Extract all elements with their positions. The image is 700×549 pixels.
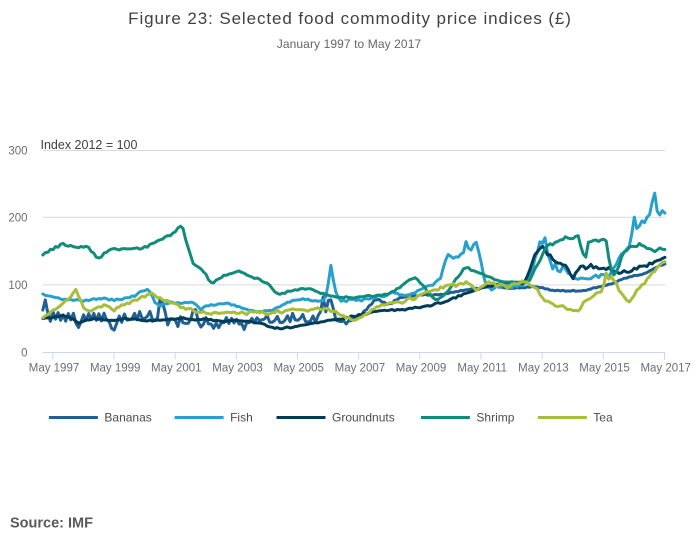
svg-text:Shrimp: Shrimp [476,411,514,425]
svg-text:May 2005: May 2005 [273,363,324,375]
svg-text:200: 200 [8,212,27,224]
svg-text:May 2013: May 2013 [518,363,569,375]
svg-text:May 2001: May 2001 [151,363,202,375]
svg-text:Tea: Tea [593,411,613,425]
svg-text:May 2009: May 2009 [396,363,447,375]
svg-text:0: 0 [21,348,27,360]
svg-text:Index 2012 = 100: Index 2012 = 100 [41,138,138,152]
svg-text:May 2003: May 2003 [212,363,263,375]
svg-text:May 2017: May 2017 [640,363,691,375]
svg-text:Bananas: Bananas [104,411,151,425]
svg-text:May 1997: May 1997 [29,363,80,375]
svg-text:Groundnuts: Groundnuts [332,411,395,425]
svg-text:May 1999: May 1999 [90,363,141,375]
svg-text:Figure 23: Selected food commo: Figure 23: Selected food commodity price… [128,9,572,28]
svg-text:May 2015: May 2015 [579,363,630,375]
svg-text:Source: IMF: Source: IMF [10,516,93,532]
svg-text:January 1997 to May 2017: January 1997 to May 2017 [277,37,422,51]
svg-text:May 2011: May 2011 [457,363,507,375]
svg-text:May 2007: May 2007 [335,363,386,375]
svg-text:100: 100 [8,280,27,292]
svg-text:300: 300 [8,146,27,158]
svg-text:Fish: Fish [230,411,253,425]
